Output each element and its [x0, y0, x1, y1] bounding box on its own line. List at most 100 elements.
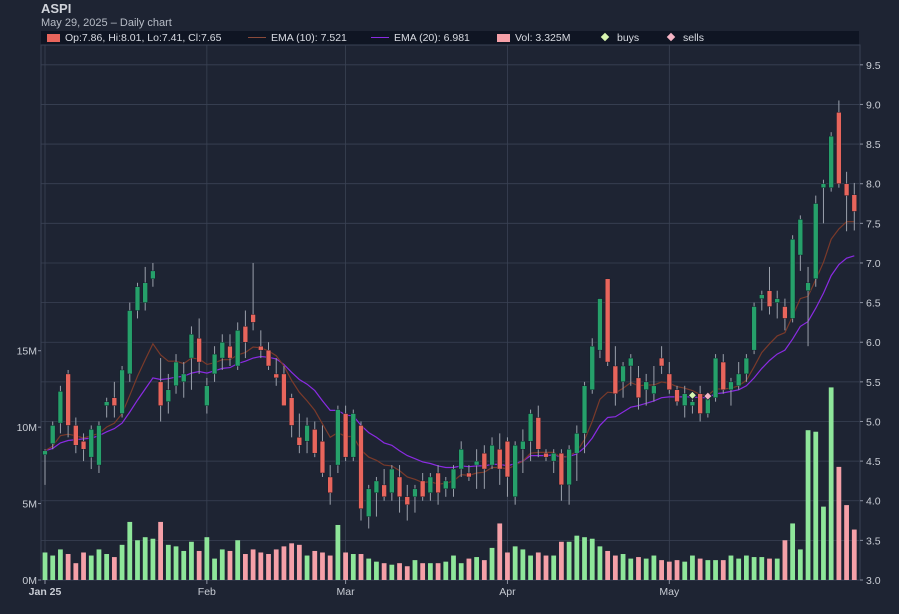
volume-bar	[705, 560, 711, 580]
candle-body	[466, 472, 472, 478]
volume-bar	[381, 563, 387, 580]
candle-body	[558, 452, 564, 486]
legend-buys-label: buys	[617, 32, 640, 44]
candle-body	[188, 334, 195, 359]
candle-body	[304, 425, 310, 442]
volume-bar	[559, 541, 564, 580]
candle-body	[589, 345, 595, 390]
candle-body	[813, 203, 819, 280]
candle-body	[782, 306, 788, 319]
price-tick-label: 6.0	[866, 337, 881, 349]
volume-bar	[273, 549, 279, 580]
volume-tick-label: 0M	[22, 575, 37, 587]
volume-bar	[150, 538, 156, 580]
volume-bar	[697, 558, 703, 580]
volume-bar	[690, 555, 695, 580]
candle-body	[435, 472, 441, 494]
candle-body	[581, 385, 588, 434]
volume-bar	[142, 537, 148, 580]
legend-volume: Vol: 3.325M	[497, 31, 570, 45]
price-tick-label: 9.5	[866, 60, 881, 72]
plot-frame	[40, 44, 861, 581]
candle-body	[481, 452, 487, 470]
candle-body	[504, 441, 511, 478]
date-tick-label: Apr	[499, 586, 516, 598]
sell-marker	[703, 391, 713, 401]
volume-bar	[674, 560, 680, 580]
volume-bar	[404, 566, 410, 580]
volume-bar	[304, 555, 310, 580]
candle-body	[728, 381, 734, 390]
volume-bar	[227, 550, 233, 580]
volume-bar	[844, 505, 849, 580]
volume-bar	[743, 555, 749, 580]
price-tick-label: 4.5	[866, 456, 881, 468]
volume-bar	[520, 549, 526, 580]
candle-body	[697, 393, 703, 414]
volume-bar	[821, 506, 826, 580]
volume-swatch-icon	[497, 34, 510, 43]
volume-bar	[73, 563, 79, 580]
date-tick-label: May	[659, 586, 680, 598]
candle-body	[296, 437, 302, 446]
date-tick-label: Mar	[337, 586, 356, 598]
price-tick-label: 8.0	[866, 179, 881, 191]
legend-sells-label: sells	[683, 32, 705, 44]
candle-body	[797, 219, 803, 256]
volume-bar	[620, 554, 626, 580]
volume-bar	[566, 541, 572, 580]
candle-body	[543, 452, 549, 458]
candle-body	[651, 385, 657, 394]
price-tick-label: 7.5	[866, 218, 881, 230]
candle-body	[366, 488, 372, 517]
volume-bar	[512, 546, 518, 580]
volume-bar	[42, 552, 48, 580]
candle-body	[373, 480, 380, 494]
volume-bar	[666, 561, 672, 580]
candle-body	[520, 441, 526, 450]
candle-body	[258, 345, 264, 351]
candle-body	[404, 496, 410, 505]
volume-bar	[751, 557, 757, 580]
candle-body	[420, 480, 426, 497]
volume-bar	[597, 546, 603, 580]
volume-bar	[736, 558, 742, 580]
candle-body	[851, 194, 857, 212]
volume-bar	[474, 557, 480, 580]
candle-body	[250, 314, 256, 323]
volume-bar	[397, 563, 402, 580]
date-tick-label: Feb	[198, 586, 216, 598]
candle-body	[219, 342, 225, 359]
volume-bar	[343, 552, 348, 580]
volume-bar	[296, 544, 302, 580]
candle-body	[828, 135, 834, 188]
candle-body	[227, 345, 233, 359]
volume-bar	[836, 466, 842, 580]
candle-body	[381, 484, 387, 497]
candle-body	[73, 425, 79, 446]
legend-ohlc: Op:7.86, Hi:8.01, Lo:7.41, Cl:7.65	[47, 31, 221, 45]
volume-bar	[720, 560, 726, 580]
candle-body	[127, 310, 133, 375]
volume-bar	[250, 549, 256, 580]
candle-body	[134, 286, 141, 311]
candle-body	[319, 441, 326, 474]
candle-body	[88, 429, 94, 458]
candle-body	[751, 306, 757, 351]
candle-body	[57, 391, 64, 424]
volume-bar	[50, 555, 56, 580]
volume-bar	[189, 541, 194, 580]
volume-bar	[219, 549, 225, 580]
date-tick-label: Jan 25	[29, 586, 62, 598]
candle-body	[766, 290, 773, 307]
candle-body	[527, 413, 534, 442]
volume-bar	[135, 540, 140, 580]
candle-body	[173, 361, 179, 387]
volume-bar	[111, 557, 117, 580]
volume-bar	[88, 555, 94, 580]
volume-bar	[481, 560, 487, 580]
volume-bar	[782, 540, 788, 580]
candle-body	[65, 373, 71, 426]
candle-body	[427, 476, 433, 494]
candle-body	[620, 365, 626, 383]
